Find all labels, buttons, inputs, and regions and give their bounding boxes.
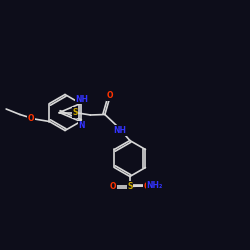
Text: O: O (28, 114, 34, 122)
Text: NH: NH (75, 94, 88, 104)
Text: S: S (127, 182, 132, 191)
Text: S: S (72, 108, 78, 117)
Text: O: O (110, 182, 116, 191)
Text: O: O (144, 182, 150, 191)
Text: NH₂: NH₂ (147, 181, 163, 190)
Text: N: N (78, 122, 85, 130)
Text: O: O (107, 92, 114, 100)
Text: NH: NH (113, 126, 126, 135)
